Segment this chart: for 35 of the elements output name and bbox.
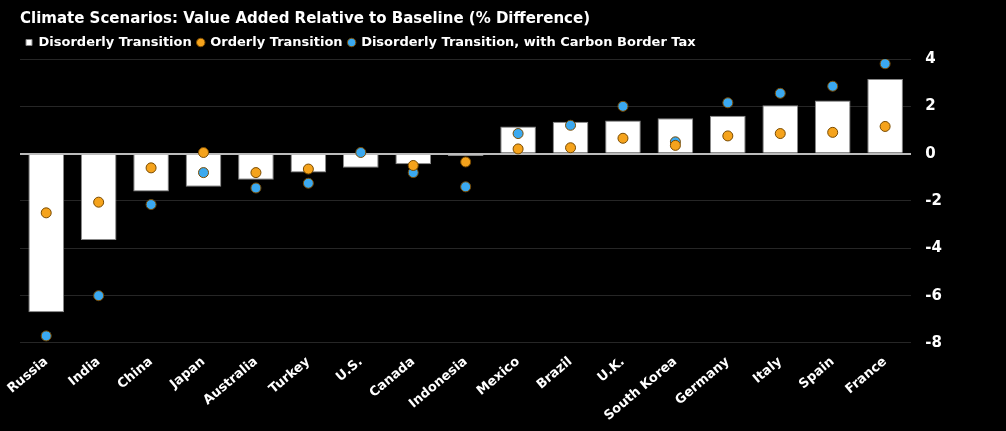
point [565, 119, 577, 131]
point [302, 177, 314, 189]
point [355, 146, 367, 158]
point [460, 156, 472, 168]
y-tick-label: -8 [925, 332, 943, 351]
point [145, 199, 157, 211]
legend-label: Disorderly Transition, with Carbon Border Tax [361, 33, 697, 49]
y-tick-label: 0 [925, 143, 936, 162]
chart-title: Climate Scenarios: Value Added Relative to Baseline (% Difference) [20, 8, 590, 27]
point [879, 120, 891, 132]
point [93, 290, 105, 302]
point [407, 160, 419, 171]
legend-label: Orderly Transition [210, 33, 343, 49]
point [879, 59, 891, 70]
y-tick-label: -2 [925, 190, 943, 209]
point [722, 97, 734, 109]
point [617, 100, 629, 112]
point [460, 181, 472, 193]
point [774, 87, 786, 99]
legend-label: Disorderly Transition [38, 33, 192, 49]
point [827, 80, 839, 92]
point [250, 182, 262, 194]
point [40, 207, 52, 219]
y-tick-label: 2 [925, 96, 936, 115]
x-tick-label: U.S. [332, 353, 365, 384]
point [198, 146, 210, 158]
point [827, 126, 839, 138]
point [512, 143, 524, 155]
point [40, 330, 52, 342]
point [93, 196, 105, 208]
y-tick-label: -6 [925, 285, 943, 304]
x-tick-label: U.K. [594, 353, 628, 385]
point [565, 142, 577, 154]
y-tick-label: -4 [925, 238, 943, 257]
y-tick-label: 4 [925, 48, 936, 67]
